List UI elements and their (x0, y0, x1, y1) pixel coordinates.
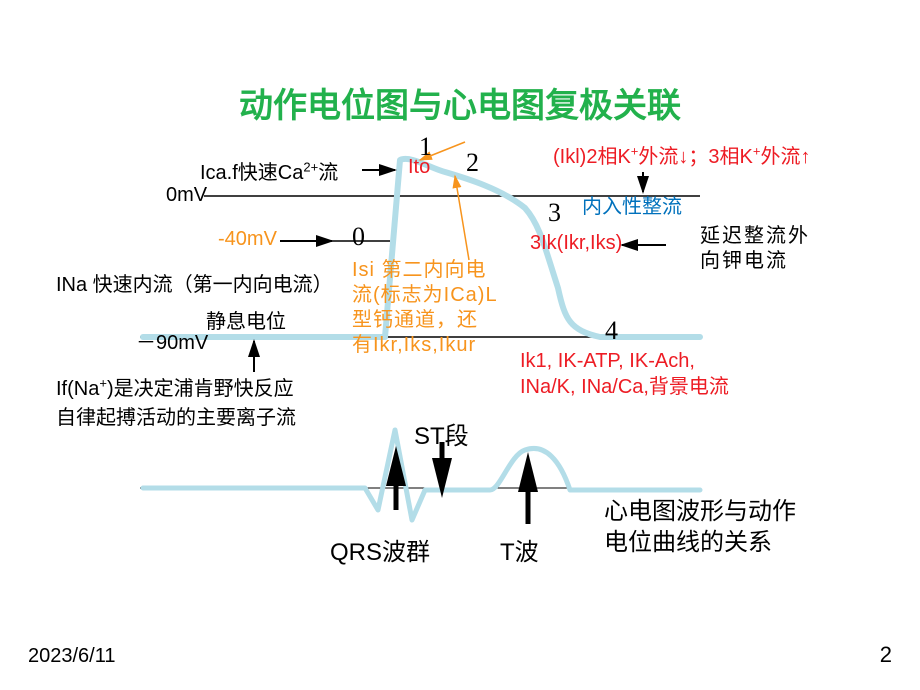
label-inward: 内入性整流 (582, 190, 682, 219)
slide-date: 2023/6/11 (28, 645, 116, 668)
label-ik1: Ik1, IK-ATP, IK-Ach, INa/K, INa/Ca,背景电流 (520, 348, 780, 400)
label-qrs: QRS波群 (330, 532, 430, 567)
phase-3: 3 (548, 198, 561, 228)
label-relation: 心电图波形与动作 电位曲线的关系 (604, 496, 824, 558)
slide-title: 动作电位图与心电图复极关联 (0, 78, 920, 127)
label-st: ST段 (414, 416, 469, 451)
phase-2: 2 (466, 148, 479, 178)
label-minus40: -40mV (218, 228, 277, 251)
label-0mv: 0mV (166, 184, 207, 207)
label-rest: 静息电位 (206, 305, 286, 334)
label-ikl: (Ikl)2相K+外流↓；3相K+外流↑ (553, 140, 810, 169)
label-delayed: 延迟整流外 向钾电流 (700, 224, 830, 274)
label-ina: INa 快速内流（第一内向电流） (56, 268, 333, 297)
label-isi: Isi 第二内向电 流(标志为ICa)L 型钙通道，还 有Ikr,Iks,Iku… (352, 258, 512, 358)
slide-page-number: 2 (880, 642, 892, 668)
label-minus90: －90mV (136, 326, 208, 355)
label-ito: Ito (408, 156, 430, 179)
label-if: If(Na+)是决定浦肯野快反应 自律起搏活动的主要离子流 (56, 372, 366, 430)
label-ica: Ica.f快速Ca2+流 (200, 156, 338, 185)
label-3ik: 3Ik(Ikr,Iks) (530, 232, 622, 255)
phase-0: 0 (352, 222, 365, 252)
label-twave: T波 (500, 532, 539, 567)
phase-4: 4 (605, 316, 618, 346)
